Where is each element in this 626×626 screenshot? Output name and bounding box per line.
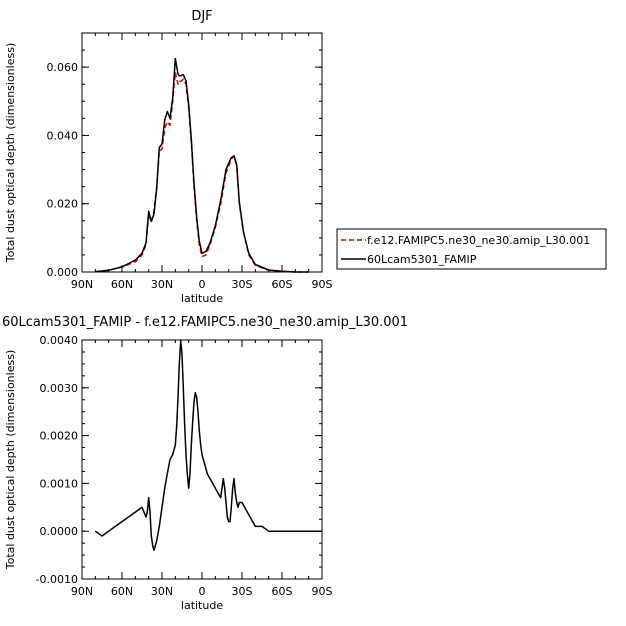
y-axis-label: Total dust optical depth (dimensionless): [4, 350, 17, 570]
x-tick-label: 30N: [151, 278, 173, 291]
x-tick-label: 30N: [151, 585, 173, 598]
plot-frame: [81, 339, 323, 580]
chart-title: 60Lcam5301_FAMIP - f.e12.FAMIPC5.ne30_ne…: [2, 315, 408, 330]
y-tick-label: 0.000: [47, 266, 79, 279]
x-tick-label: 60N: [111, 585, 133, 598]
bottom-panel: 60Lcam5301_FAMIP - f.e12.FAMIPC5.ne30_ne…: [2, 315, 408, 612]
y-tick-label: 0.0020: [40, 430, 79, 443]
x-tick-label: 0: [199, 278, 206, 291]
x-tick-label: 90S: [312, 278, 333, 291]
x-tick-label: 90N: [71, 585, 93, 598]
legend-entry-1: 60Lcam5301_FAMIP: [367, 253, 477, 266]
legend: f.e12.FAMIPC5.ne30_ne30.amip_L30.001 60Lc…: [336, 228, 607, 270]
x-tick-label: 60N: [111, 278, 133, 291]
plot-frame: [81, 32, 323, 273]
x-tick-label: 90S: [312, 585, 333, 598]
top-panel: DJF 90N 60N 30N 0 30S 60S 90S 0.000 0.020 0.040 0.0…: [4, 9, 333, 305]
series-line-1: [95, 57, 309, 273]
chart-title: DJF: [191, 9, 212, 24]
x-axis-label: latitude: [181, 292, 223, 305]
x-tick-label: 90N: [71, 278, 93, 291]
y-tick-label: 0.0000: [40, 525, 79, 538]
x-axis-label: latitude: [181, 599, 223, 612]
legend-box: [336, 228, 607, 270]
y-tick-label: 0.060: [47, 61, 79, 74]
y-tick-label: 0.0010: [40, 477, 79, 490]
y-tick-label: 0.0030: [40, 382, 79, 395]
series-line-0: [94, 339, 322, 552]
x-tick-label: 60S: [272, 278, 293, 291]
y-tick-label: -0.0010: [36, 573, 78, 586]
y-tick-label: 0.0040: [40, 334, 79, 347]
legend-entry-0: f.e12.FAMIPC5.ne30_ne30.amip_L30.001: [367, 234, 590, 247]
x-tick-label: 0: [199, 585, 206, 598]
x-tick-label: 60S: [272, 585, 293, 598]
x-tick-label: 30S: [232, 278, 253, 291]
y-tick-label: 0.020: [47, 198, 79, 211]
x-tick-label: 30S: [232, 585, 253, 598]
series-line-0: [95, 71, 309, 273]
y-axis-label: Total dust optical depth (dimensionless): [4, 43, 17, 263]
y-tick-label: 0.040: [47, 129, 79, 142]
